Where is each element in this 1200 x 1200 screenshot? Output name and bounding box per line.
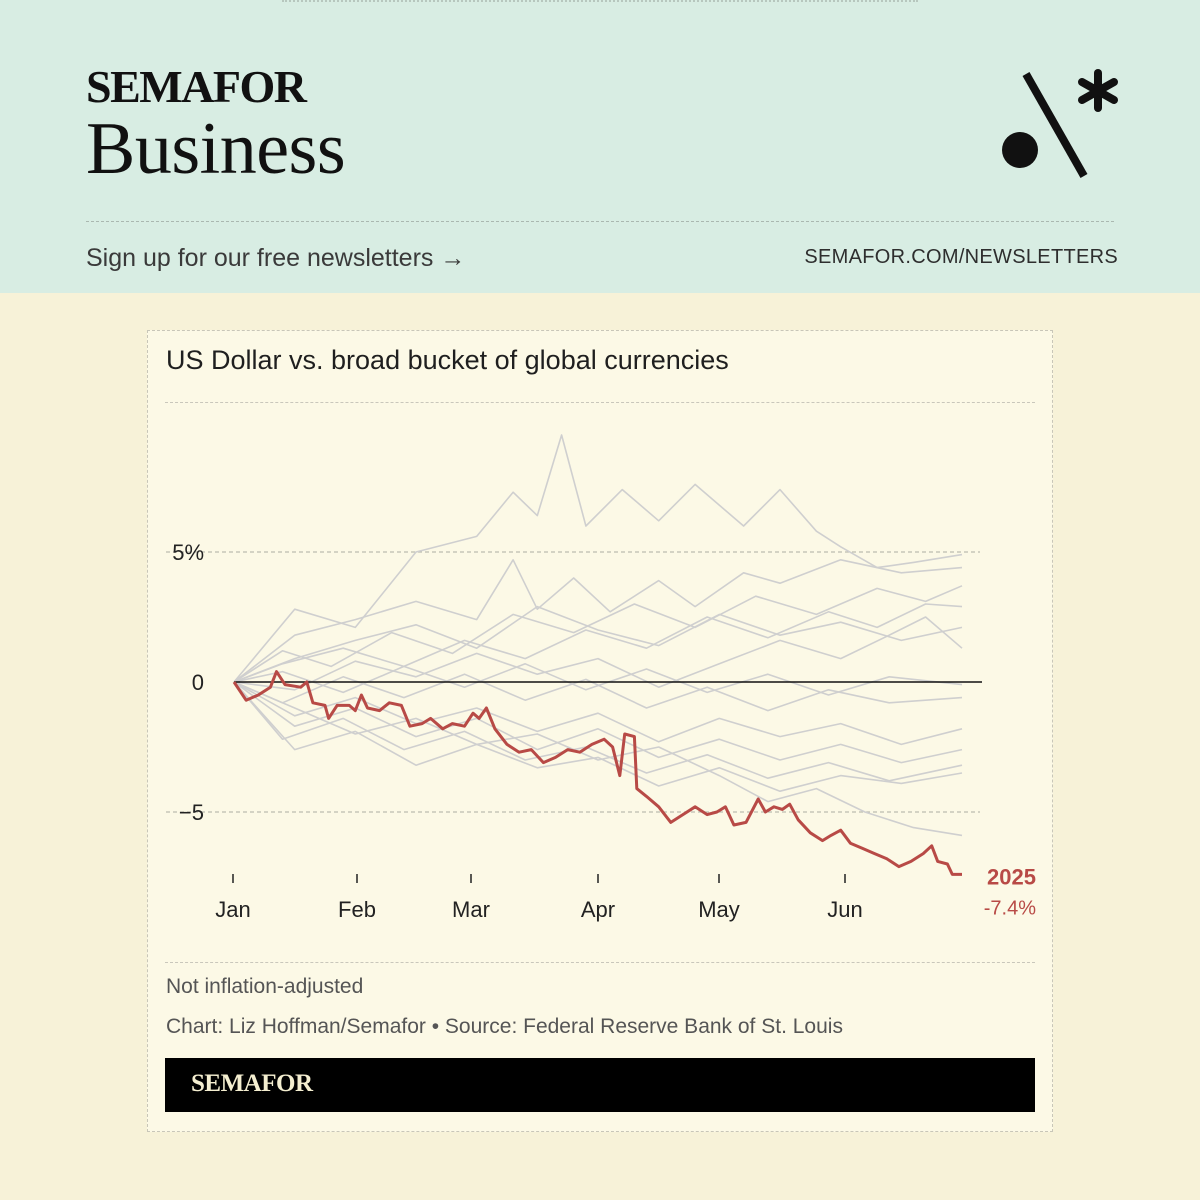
series-line <box>233 681 963 837</box>
chart-title: US Dollar vs. broad bucket of global cur… <box>166 345 729 375</box>
top-dotted-rule <box>282 0 918 2</box>
series-line <box>233 681 963 792</box>
header-dashed-rule <box>86 221 1114 222</box>
x-tick-label: Feb <box>338 897 376 922</box>
series-line <box>233 681 963 764</box>
highlight-series-line <box>232 670 962 876</box>
brand-wordmark[interactable]: SEMAFOR <box>86 61 307 112</box>
section-title: Business <box>86 108 346 190</box>
series-line <box>233 681 963 782</box>
x-tick-label: May <box>698 897 740 922</box>
newsletter-url-link[interactable]: SEMAFOR.COM/NEWSLETTERS <box>804 246 1118 268</box>
highlight-series-label: 2025 <box>987 864 1036 889</box>
footer-brand-wordmark[interactable]: SEMAFOR <box>191 1070 313 1097</box>
chart-card: US Dollar vs. broad bucket of global cur… <box>147 330 1053 1132</box>
footer-bar: SEMAFOR <box>165 1058 1035 1112</box>
series-line <box>233 616 963 691</box>
series-line <box>233 434 963 683</box>
x-tick-label: Apr <box>581 897 615 922</box>
notes-divider <box>165 962 1035 963</box>
series-line <box>233 673 963 712</box>
series-line <box>233 585 963 683</box>
y-tick-label: −5 <box>179 800 204 825</box>
series-line <box>233 559 963 683</box>
chart-credit: Chart: Liz Hoffman/Semafor • Source: Fed… <box>166 1015 843 1038</box>
title-divider <box>165 402 1035 403</box>
y-tick-label: 5% <box>172 540 204 565</box>
series-line <box>233 663 963 696</box>
chart-note: Not inflation-adjusted <box>166 975 364 998</box>
y-tick-label: 0 <box>192 670 204 695</box>
series-line <box>233 605 963 683</box>
x-tick-label: Jan <box>215 897 250 922</box>
series-line <box>233 681 963 746</box>
line-chart: 5% 0 −5 Jan Feb Mar Apr May Jun 2025 -7.4% <box>166 434 1036 922</box>
semafor-dot-slash-asterisk-icon <box>1002 69 1118 178</box>
x-tick-label: Jun <box>827 897 862 922</box>
header-band: SEMAFOR Business Sign up for our free ne… <box>0 0 1200 293</box>
series-line <box>233 603 963 683</box>
highlight-final-value-label: -7.4% <box>984 897 1036 919</box>
newsletter-signup-link[interactable]: Sign up for our free newsletters → <box>86 244 466 272</box>
x-tick-label: Mar <box>452 897 490 922</box>
